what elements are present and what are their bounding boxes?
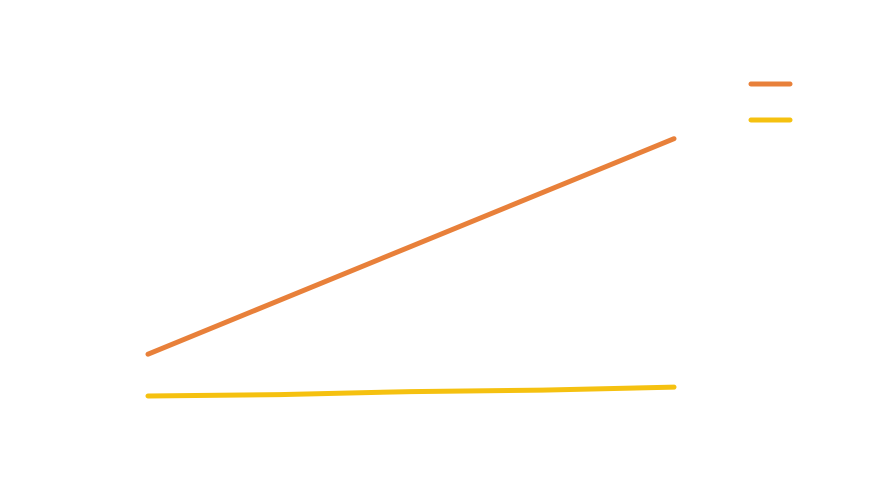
series-line-2 (145, 384, 677, 399)
series-layer (145, 136, 677, 399)
series-line-1 (145, 136, 677, 357)
legend (748, 81, 793, 123)
